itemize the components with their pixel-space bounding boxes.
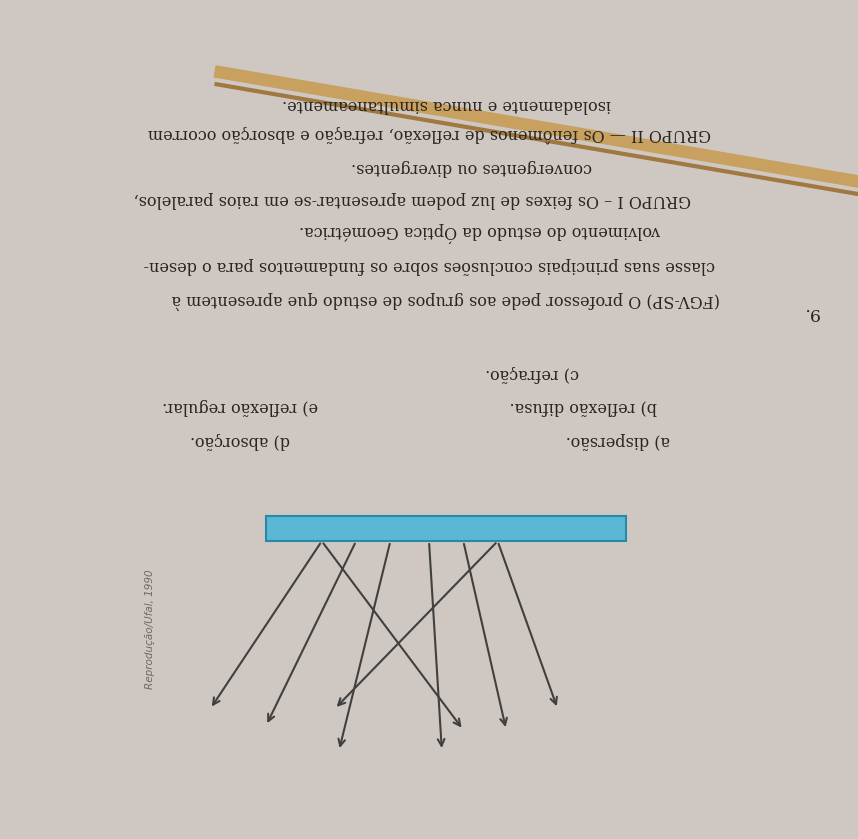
Text: GRUPO II — Os fenômenos de reflexão, refração e absorção ocorrem: GRUPO II — Os fenômenos de reflexão, ref… [148, 126, 710, 143]
Text: d) absorção.: d) absorção. [190, 432, 290, 449]
Text: a) dispersão.: a) dispersão. [565, 432, 670, 449]
Text: isoladamente e nunca simultaneamente.: isoladamente e nunca simultaneamente. [281, 96, 611, 113]
Text: convergentes ou divergentes.: convergentes ou divergentes. [352, 159, 592, 176]
Text: classe suas principais conclusões sobre os fundamentos para o desen-: classe suas principais conclusões sobre … [143, 258, 715, 274]
Text: volvimento do estudo da Óptica Geométrica.: volvimento do estudo da Óptica Geométric… [299, 222, 662, 242]
Text: Reprodução/Ufal, 1990: Reprodução/Ufal, 1990 [145, 570, 155, 689]
Text: GRUPO I – Os feixes de luz podem apresentar-se em raios paralelos,: GRUPO I – Os feixes de luz podem apresen… [133, 191, 691, 208]
Bar [266, 516, 626, 541]
Text: 9.: 9. [802, 304, 819, 320]
Text: (FGV-SP) O professor pede aos grupos de estudo que apresentem à: (FGV-SP) O professor pede aos grupos de … [172, 290, 721, 309]
Text: b) reflexão difusa.: b) reflexão difusa. [510, 399, 657, 415]
Text: c) refração.: c) refração. [485, 365, 579, 382]
Text: e) reflexão regular.: e) reflexão regular. [162, 399, 318, 415]
